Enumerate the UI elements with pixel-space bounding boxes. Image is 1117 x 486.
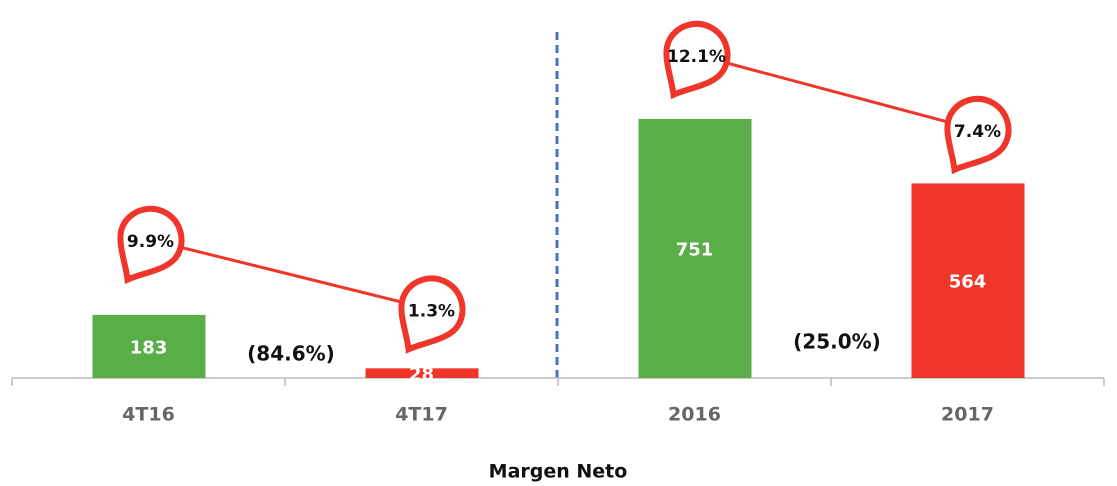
x-axis-title: Margen Neto — [489, 461, 628, 483]
bar-label: 751 — [676, 239, 714, 260]
pin-label: 12.1% — [667, 47, 726, 67]
bar-label: 183 — [130, 337, 168, 358]
margin-pin: 7.4% — [944, 95, 1012, 175]
pin-label: 1.3% — [408, 301, 455, 321]
bar-label: 28 — [409, 364, 434, 385]
x-tick-label: 4T17 — [395, 404, 448, 426]
bar — [92, 314, 206, 378]
x-tick-label: 4T16 — [122, 404, 175, 426]
margin-pin: 1.3% — [398, 275, 466, 354]
x-tick-label: 2017 — [941, 404, 994, 426]
pin-label: 7.4% — [954, 122, 1001, 142]
bar — [638, 118, 752, 378]
bar — [911, 183, 1025, 378]
bar-label: 564 — [949, 272, 987, 293]
pin-shape — [944, 95, 1012, 175]
margin-line — [696, 53, 978, 132]
pin-shape — [398, 275, 466, 354]
pin-shape — [117, 205, 185, 285]
margin-pin: 12.1% — [663, 20, 731, 100]
margin-pin: 9.9% — [117, 205, 185, 285]
change-label: (84.6%) — [247, 342, 335, 366]
margin-line — [150, 238, 432, 311]
pin-shape — [663, 20, 731, 100]
pin-label: 9.9% — [127, 232, 174, 252]
x-tick-label: 2016 — [668, 404, 721, 426]
change-label: (25.0%) — [793, 330, 881, 354]
bar — [365, 368, 479, 378]
